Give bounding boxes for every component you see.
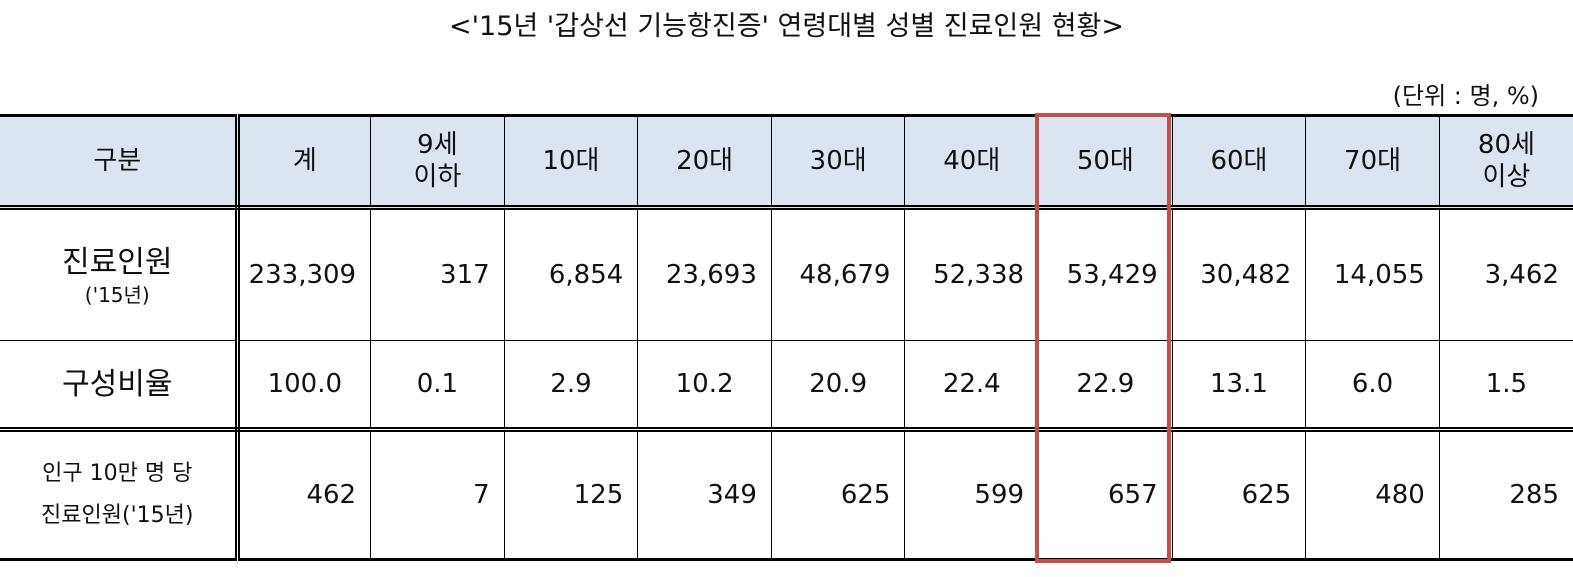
value-cell: 625: [770, 429, 906, 561]
value-cell: 7: [370, 429, 505, 561]
value-cell: 1.5: [1438, 340, 1573, 432]
header-cell: 80세 이상: [1438, 114, 1573, 210]
value-cell: 6.0: [1305, 340, 1440, 432]
row-label-text: 진료인원: [62, 244, 173, 280]
value-cell: 22.4: [904, 340, 1040, 432]
value-cell: 480: [1305, 429, 1440, 561]
header-cell: 10대: [503, 114, 639, 210]
value-cell: 100.0: [236, 340, 372, 432]
value-cell: 3,462: [1438, 207, 1573, 341]
table-row: 진료인원 ('15년) 233,309 317 6,854 23,693 48,679 52,…: [0, 207, 1573, 341]
table-header: 구분 계 9세 이하 10대 20대 30대 40대 50대 60대 70대 80세 이상: [0, 114, 1573, 210]
header-cell: 구분: [0, 114, 240, 210]
value-cell: 14,055: [1305, 207, 1440, 341]
unit-note: (단위 : 명, %): [1392, 82, 1539, 110]
value-cell: 30,482: [1171, 207, 1307, 341]
header-row: 구분 계 9세 이하 10대 20대 30대 40대 50대 60대 70대 80세 이상: [0, 114, 1573, 210]
header-cell: 40대: [904, 114, 1040, 210]
value-cell: 53,429: [1038, 207, 1173, 341]
value-cell: 285: [1438, 429, 1573, 561]
header-cell: 60대: [1171, 114, 1307, 210]
value-cell: 2.9: [503, 340, 639, 432]
value-cell: 125: [503, 429, 639, 561]
header-cell: 50대: [1038, 114, 1173, 210]
value-cell: 657: [1038, 429, 1173, 561]
data-table: 구분 계 9세 이하 10대 20대 30대 40대 50대 60대 70대 80세 이상 진료인원…: [0, 114, 1573, 561]
value-cell: 48,679: [770, 207, 906, 341]
row-label: 인구 10만 명 당 진료인원('15년): [0, 429, 240, 561]
value-cell: 10.2: [637, 340, 772, 432]
header-cell: 계: [236, 114, 372, 210]
value-cell: 317: [370, 207, 505, 341]
value-cell: 52,338: [904, 207, 1040, 341]
value-cell: 23,693: [637, 207, 772, 341]
row-label: 구성비율: [0, 340, 240, 432]
value-cell: 462: [236, 429, 372, 561]
row-sublabel: ('15년): [84, 282, 150, 307]
value-cell: 20.9: [770, 340, 906, 432]
header-cell: 20대: [637, 114, 772, 210]
value-cell: 0.1: [370, 340, 505, 432]
table-row: 구성비율 100.0 0.1 2.9 10.2 20.9 22.4 22.9 13.1 6.0 1.…: [0, 340, 1573, 432]
table-body: 진료인원 ('15년) 233,309 317 6,854 23,693 48,679 52,…: [0, 207, 1573, 561]
value-cell: 22.9: [1038, 340, 1173, 432]
row-label-text: 구성비율: [62, 366, 173, 402]
value-cell: 233,309: [236, 207, 372, 341]
header-cell: 9세 이하: [370, 114, 505, 210]
row-label-text: 인구 10만 명 당 진료인원('15년): [41, 461, 194, 528]
value-cell: 599: [904, 429, 1040, 561]
value-cell: 13.1: [1171, 340, 1307, 432]
header-cell: 30대: [770, 114, 906, 210]
value-cell: 349: [637, 429, 772, 561]
row-label: 진료인원 ('15년): [0, 207, 240, 341]
value-cell: 6,854: [503, 207, 639, 341]
header-cell: 70대: [1305, 114, 1440, 210]
table-row: 인구 10만 명 당 진료인원('15년) 462 7 125 349 625 599 657…: [0, 429, 1573, 561]
title: <'15년 '갑상선 기능항진증' 연령대별 성별 진료인원 현황>: [448, 11, 1124, 42]
value-cell: 625: [1171, 429, 1307, 561]
